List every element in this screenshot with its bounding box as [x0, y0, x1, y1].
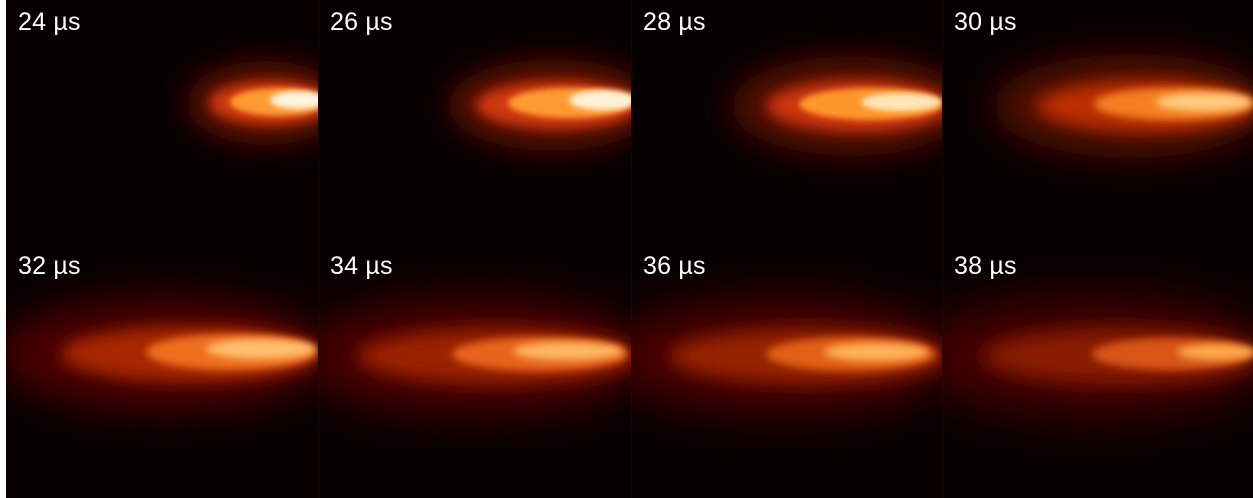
frame-30us: 30 µs: [942, 0, 1253, 244]
frame-time-label: 28 µs: [643, 8, 706, 36]
flame-plume: [942, 0, 1253, 244]
frame-time-label: 30 µs: [954, 8, 1017, 36]
frame-32us: 32 µs: [6, 244, 318, 498]
frame-time-label: 32 µs: [18, 252, 81, 280]
frame-time-label: 36 µs: [643, 252, 706, 280]
frame-38us: 38 µs: [942, 244, 1253, 498]
image-sequence-grid: 24 µs 26 µs: [6, 0, 1253, 498]
frame-time-label: 38 µs: [954, 252, 1017, 280]
frame-24us: 24 µs: [6, 0, 318, 244]
flame-plume: [631, 0, 942, 244]
frame-36us: 36 µs: [631, 244, 942, 498]
flame-plume: [6, 244, 318, 498]
flame-plume: [631, 244, 942, 498]
frame-28us: 28 µs: [631, 0, 942, 244]
frame-34us: 34 µs: [318, 244, 631, 498]
flame-plume: [6, 0, 318, 244]
flame-plume: [318, 244, 631, 498]
flame-plume: [318, 0, 631, 244]
frame-time-label: 26 µs: [330, 8, 393, 36]
frame-26us: 26 µs: [318, 0, 631, 244]
frame-divider: [318, 0, 319, 498]
frame-time-label: 24 µs: [18, 8, 81, 36]
frame-divider: [631, 0, 632, 498]
frame-time-label: 34 µs: [330, 252, 393, 280]
frame-divider: [942, 0, 943, 498]
flame-plume: [942, 244, 1253, 498]
